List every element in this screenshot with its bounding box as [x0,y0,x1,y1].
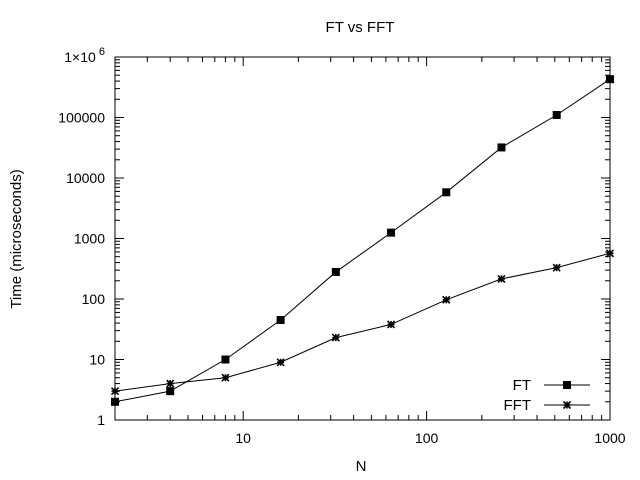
series-line-fft [115,252,611,392]
data-point-ft [442,188,451,197]
data-point-fft [552,263,561,272]
data-point-fft [386,320,396,329]
data-point-ft [606,75,614,84]
data-point-ft [276,315,285,324]
data-point-ft [497,143,506,152]
data-point-fft [605,249,615,258]
y-axis-label: Time (microseconds) [8,169,25,308]
legend-marker-fft [562,400,572,410]
x-tick-label: 100 [415,430,439,446]
data-point-ft [387,228,396,237]
data-point-ft [166,387,175,396]
legend-label-fft: FFT [504,397,532,414]
y-tick-label: 10000 [66,170,105,186]
x-axis-label: N [356,458,367,475]
y-tick-label: 100 [82,291,106,307]
data-point-fft [497,274,506,283]
series-line-ft [115,78,611,403]
data-point-fft [331,333,340,342]
data-point-ft [111,397,119,406]
y-tick-label: 1×10 6 [64,46,105,65]
data-point-ft [552,110,561,119]
x-tick-label: 10 [235,430,251,446]
plot-frame [114,56,611,421]
legend-label-ft: FT [513,377,531,394]
y-tick-label: 100000 [58,110,105,126]
data-point-ft [331,267,340,276]
data-point-fft [276,358,285,367]
legend-marker-ft [563,381,571,389]
y-tick-label: 1000 [74,231,105,247]
y-tick-label: 1 [97,412,105,428]
data-point-fft [110,387,120,396]
plot-area: 10 100 1000 1 10 100 1000 10000 100000 1×10 6 FT FF… [58,46,625,446]
data-point-ft [221,355,230,364]
data-point-fft [442,295,451,304]
data-point-fft [166,379,175,388]
y-tick-label: 10 [89,352,105,368]
data-point-fft [221,373,230,382]
x-tick-label: 1000 [594,430,625,446]
chart-title: FT vs FFT [326,19,395,36]
